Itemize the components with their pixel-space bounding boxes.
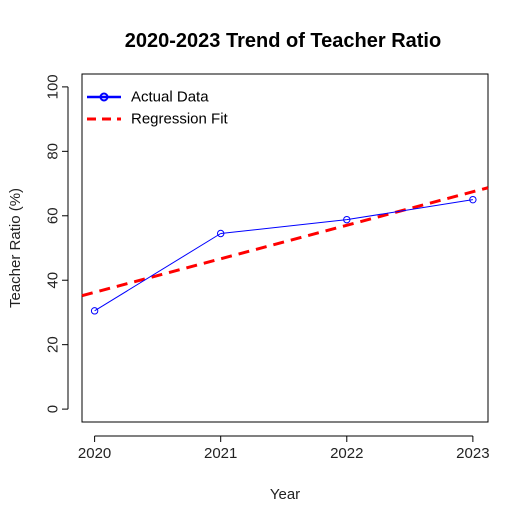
actual-data-point: [90, 307, 99, 315]
actual-data-point: [343, 215, 351, 224]
y-tick-label: 20: [45, 336, 62, 353]
y-tick-label: 60: [45, 207, 62, 224]
x-axis: 2020 2021 2022 2023: [78, 435, 490, 462]
legend-actual-label: Actual Data: [131, 89, 209, 106]
chart-title: 2020-2023 Trend of Teacher Ratio: [125, 30, 441, 52]
x-axis-label: Year: [270, 486, 300, 503]
regression-fit-line: [81, 186, 489, 298]
x-tick-label: 2021: [204, 445, 237, 462]
legend-fit-label: Regression Fit: [131, 111, 229, 128]
series-layer: [81, 186, 489, 315]
y-axis-label: Teacher Ratio (%): [7, 188, 24, 308]
y-axis: 0 20 40 60 80 100: [45, 74, 69, 413]
legend-actual-marker: [99, 92, 109, 102]
plot-frame: [81, 73, 489, 423]
x-tick-label: 2022: [330, 445, 363, 462]
y-tick-label: 40: [45, 272, 62, 289]
y-tick-label: 100: [45, 74, 62, 99]
actual-data-segment: [346, 199, 473, 221]
y-tick-label: 0: [45, 405, 62, 413]
x-tick-label: 2020: [78, 445, 111, 462]
actual-data-segment: [220, 219, 347, 234]
actual-data-point: [216, 229, 225, 238]
actual-data-point: [469, 195, 477, 204]
actual-data-segment: [94, 233, 221, 312]
x-tick-label: 2023: [456, 445, 489, 462]
legend: Actual Data Regression Fit: [87, 89, 229, 128]
y-tick-label: 80: [45, 143, 62, 160]
